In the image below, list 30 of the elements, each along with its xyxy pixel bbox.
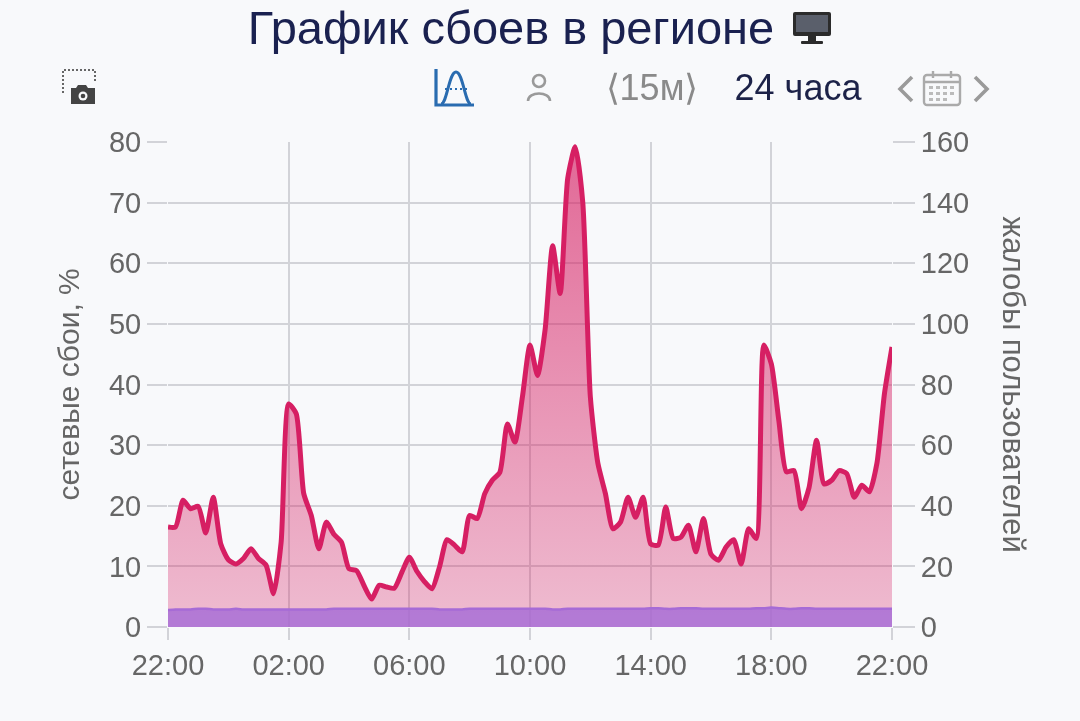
x-tick-label: 18:00 [735,648,808,681]
text: ⟨15м⟩ [605,67,699,109]
y-tick-label: 20 [108,489,142,522]
y2-tick-label: 20 [920,550,954,583]
y2-tick-label: 100 [920,308,970,341]
y2-tick-label: 40 [920,489,954,522]
x-tick-label: 22:00 [855,648,929,681]
y-tick-label: 10 [108,550,142,583]
y2-tick-label: 80 [920,368,954,401]
y-tick-label: 60 [108,247,142,280]
y-tick-label: 40 [108,368,142,401]
y-axis-title: сетевые сбои, % [51,268,85,501]
y-tick-label: 50 [108,308,142,341]
y2-tick-label: 160 [920,126,970,159]
chart-title: График сбоев в регионе [247,1,775,54]
x-tick-label: 06:00 [373,648,446,681]
x-tick-label: 14:00 [614,648,687,681]
y2-tick-label: 60 [920,429,954,462]
y-tick-label: 70 [108,186,142,219]
y2-axis-title: жалобы пользователей [995,216,1031,553]
y2-tick-label: 140 [920,186,970,219]
y2-tick-label: 0 [920,611,937,644]
y-tick-label: 80 [108,126,142,159]
text: 24 часа [734,67,862,109]
y2-tick-label: 120 [920,247,970,280]
y-tick-label: 30 [108,429,142,462]
x-tick-label: 02:00 [252,648,325,681]
y-tick-label: 0 [125,611,142,644]
x-tick-label: 22:00 [131,648,205,681]
x-tick-label: 10:00 [493,648,567,681]
